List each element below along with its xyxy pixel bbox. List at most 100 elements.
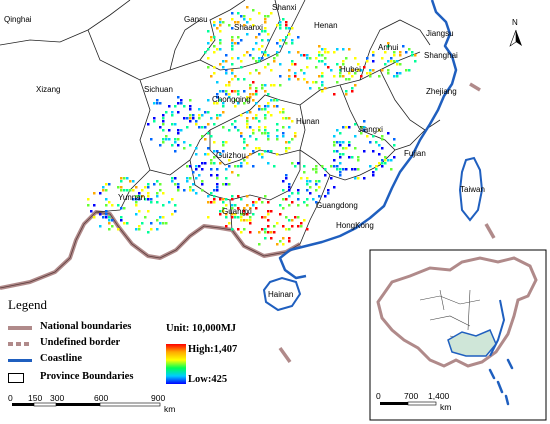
energy-dot (138, 192, 141, 195)
energy-dot (375, 141, 378, 144)
energy-dot (126, 177, 129, 180)
energy-dot (246, 156, 249, 159)
energy-dot (318, 195, 321, 198)
energy-dot (243, 213, 246, 216)
energy-dot (321, 75, 324, 78)
energy-dot (273, 57, 276, 60)
energy-dot (237, 216, 240, 219)
energy-dot (138, 195, 141, 198)
energy-dot (285, 21, 288, 24)
energy-dot (255, 90, 258, 93)
energy-dot (258, 60, 261, 63)
province-label-taiwan: Taiwan (460, 185, 485, 194)
energy-dot (273, 60, 276, 63)
energy-dot (357, 63, 360, 66)
energy-dot (225, 168, 228, 171)
energy-dot (279, 21, 282, 24)
energy-dot (270, 150, 273, 153)
energy-dot (174, 210, 177, 213)
energy-dot (258, 147, 261, 150)
energy-dot (174, 150, 177, 153)
energy-dot (300, 54, 303, 57)
energy-dot (267, 33, 270, 36)
energy-dot (219, 42, 222, 45)
energy-dot (225, 141, 228, 144)
energy-dot (99, 192, 102, 195)
energy-dot (291, 201, 294, 204)
energy-dot (177, 96, 180, 99)
energy-dot (243, 141, 246, 144)
energy-dot (234, 126, 237, 129)
energy-dot (117, 186, 120, 189)
energy-dot (207, 30, 210, 33)
energy-dot (267, 111, 270, 114)
energy-dot (336, 48, 339, 51)
energy-dot (354, 168, 357, 171)
energy-dot (249, 96, 252, 99)
energy-dot (213, 141, 216, 144)
energy-dot (213, 24, 216, 27)
energy-dot (171, 177, 174, 180)
energy-dot (258, 129, 261, 132)
energy-dot (267, 63, 270, 66)
energy-dot (135, 195, 138, 198)
energy-dot (264, 237, 267, 240)
energy-dot (327, 51, 330, 54)
energy-dot (156, 228, 159, 231)
energy-dot (246, 21, 249, 24)
energy-dot (351, 168, 354, 171)
energy-dot (267, 15, 270, 18)
energy-dot (189, 108, 192, 111)
energy-dot (381, 69, 384, 72)
energy-dot (105, 210, 108, 213)
energy-dot (339, 132, 342, 135)
energy-dot (288, 69, 291, 72)
energy-dot (258, 12, 261, 15)
energy-dot (324, 57, 327, 60)
province-label-hunan: Hunan (296, 117, 320, 126)
energy-dot (333, 75, 336, 78)
ramp-high-label: High:1,407 (188, 344, 238, 355)
energy-dot (279, 63, 282, 66)
energy-dot (102, 216, 105, 219)
energy-dot (309, 192, 312, 195)
energy-dot (198, 117, 201, 120)
energy-dot (405, 69, 408, 72)
energy-dot (225, 54, 228, 57)
energy-dot (339, 72, 342, 75)
energy-dot (294, 135, 297, 138)
energy-dot (276, 24, 279, 27)
energy-dot (396, 63, 399, 66)
energy-dot (294, 165, 297, 168)
energy-dot (393, 138, 396, 141)
energy-dot (234, 120, 237, 123)
energy-dot (297, 204, 300, 207)
province-boundaries (0, 0, 441, 245)
energy-dot (339, 153, 342, 156)
energy-dot (273, 84, 276, 87)
energy-dot (288, 147, 291, 150)
energy-dot (231, 90, 234, 93)
energy-dot (213, 198, 216, 201)
energy-dot (183, 189, 186, 192)
energy-dot (213, 66, 216, 69)
energy-dot (189, 105, 192, 108)
energy-dot (231, 216, 234, 219)
energy-dot (207, 42, 210, 45)
energy-dot (267, 210, 270, 213)
energy-dot (252, 48, 255, 51)
energy-dot (210, 201, 213, 204)
energy-dot (108, 201, 111, 204)
energy-dot (216, 27, 219, 30)
energy-dot (174, 105, 177, 108)
energy-dot (264, 54, 267, 57)
ramp-low-label: Low:425 (188, 374, 228, 385)
energy-dot (240, 198, 243, 201)
energy-dot (204, 111, 207, 114)
energy-dot (252, 132, 255, 135)
energy-dot (372, 60, 375, 63)
energy-dot (249, 135, 252, 138)
energy-dot (225, 93, 228, 96)
energy-dot (324, 63, 327, 66)
